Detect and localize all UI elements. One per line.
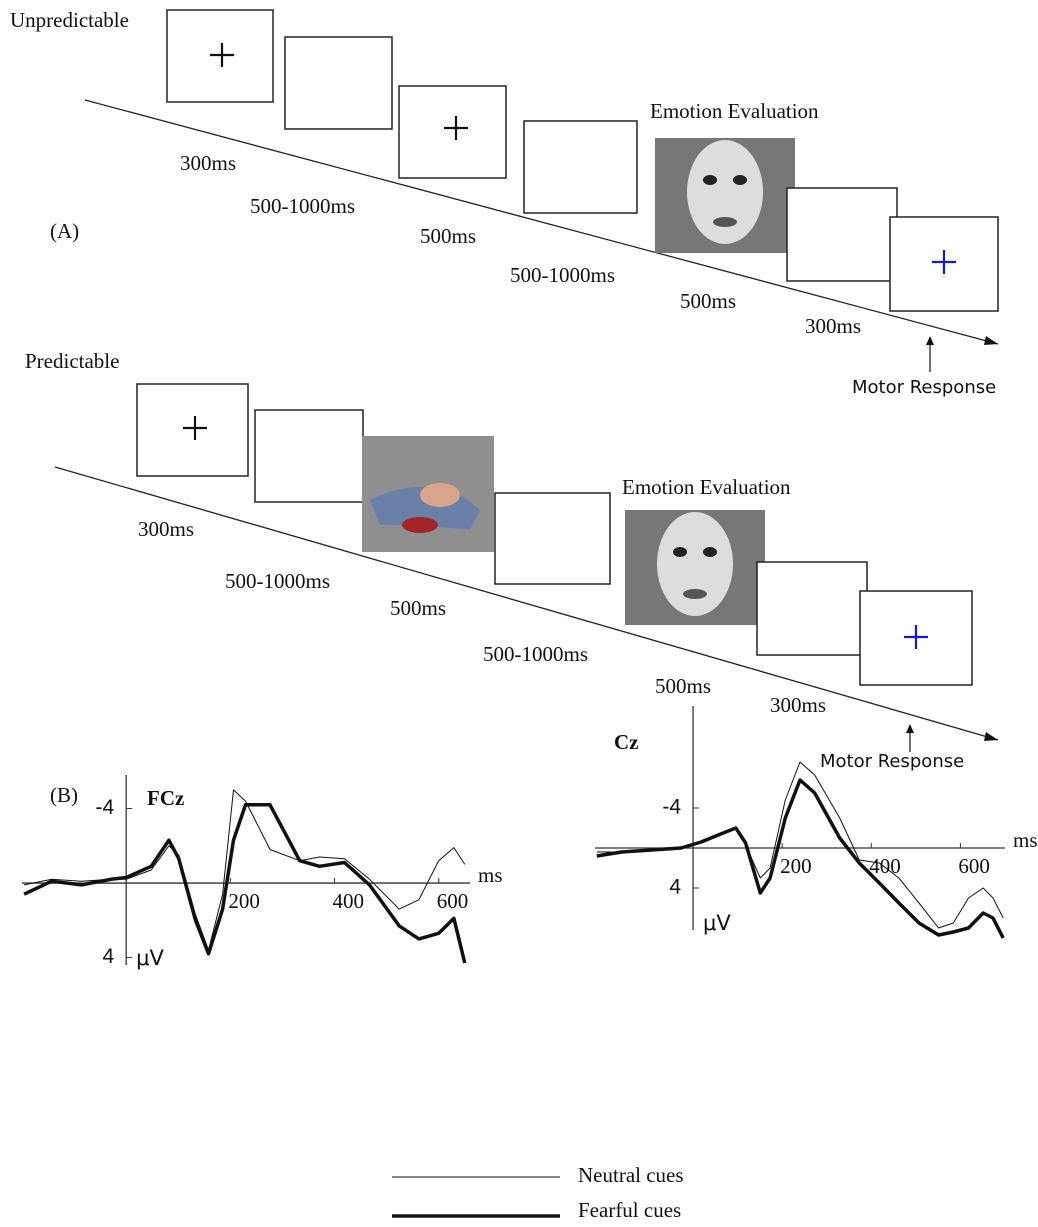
x-tick-label: 400	[333, 889, 365, 913]
y-tick-label: -4	[662, 796, 681, 819]
duration: 500-1000ms	[510, 263, 615, 287]
frame	[399, 86, 506, 178]
evaluation-label: Emotion Evaluation	[622, 475, 791, 499]
legend: Neutral cues Fearful cues	[392, 1163, 684, 1222]
y-axis-label: μV	[703, 911, 731, 935]
frame	[285, 37, 392, 129]
duration: 500-1000ms	[225, 569, 330, 593]
duration: 500ms	[390, 596, 446, 620]
erp-line	[24, 805, 465, 963]
frame	[137, 384, 248, 476]
scene-image	[362, 436, 494, 552]
condition-label: Unpredictable	[10, 8, 129, 32]
duration: 500ms	[420, 224, 476, 248]
frame	[787, 188, 897, 281]
legend-label: Neutral cues	[578, 1163, 684, 1187]
arrow-head	[984, 336, 998, 345]
chart-title: Cz	[614, 730, 639, 754]
duration: 300ms	[180, 151, 236, 175]
x-tick-label: 200	[780, 854, 812, 878]
chart-title: FCz	[147, 786, 184, 810]
panel-label: (B)	[50, 783, 78, 807]
y-axis-label: μV	[136, 946, 164, 970]
x-tick-label: 200	[228, 889, 259, 913]
arrow-head	[984, 732, 998, 741]
x-tick-label: 400	[869, 854, 901, 878]
duration: 300ms	[805, 314, 861, 338]
y-tick-label: 4	[102, 945, 114, 968]
duration: 300ms	[770, 693, 826, 717]
y-tick-label: 4	[669, 876, 681, 899]
duration: 500-1000ms	[250, 194, 355, 218]
response-label: Motor Response	[852, 377, 996, 398]
frame	[757, 562, 867, 655]
duration: 500ms	[680, 289, 736, 313]
frame	[524, 121, 637, 213]
duration: 300ms	[138, 517, 194, 541]
panel-label: (A)	[50, 219, 79, 243]
condition-label: Predictable	[25, 349, 119, 373]
legend-label: Fearful cues	[578, 1198, 681, 1222]
x-tick-label: 600	[958, 854, 990, 878]
erp-line	[597, 762, 1003, 928]
x-axis-label: ms	[478, 863, 503, 887]
duration: 500ms	[655, 674, 711, 698]
x-tick-label: 600	[437, 889, 469, 913]
figure: Unpredictable Emotion Evaluation Motor R…	[0, 0, 1038, 1227]
evaluation-label: Emotion Evaluation	[650, 99, 819, 123]
frame	[495, 493, 610, 584]
unpredictable-sequence: Unpredictable Emotion Evaluation Motor R…	[10, 8, 998, 398]
face-image	[625, 510, 765, 625]
predictable-sequence: Predictable Emotion Evaluation Motor Res…	[25, 349, 998, 772]
duration: 500-1000ms	[483, 642, 588, 666]
y-tick-label: -4	[95, 796, 114, 819]
frame	[255, 410, 363, 502]
response-label: Motor Response	[820, 751, 964, 772]
face-image	[655, 138, 795, 253]
x-axis-label: ms	[1013, 828, 1038, 852]
